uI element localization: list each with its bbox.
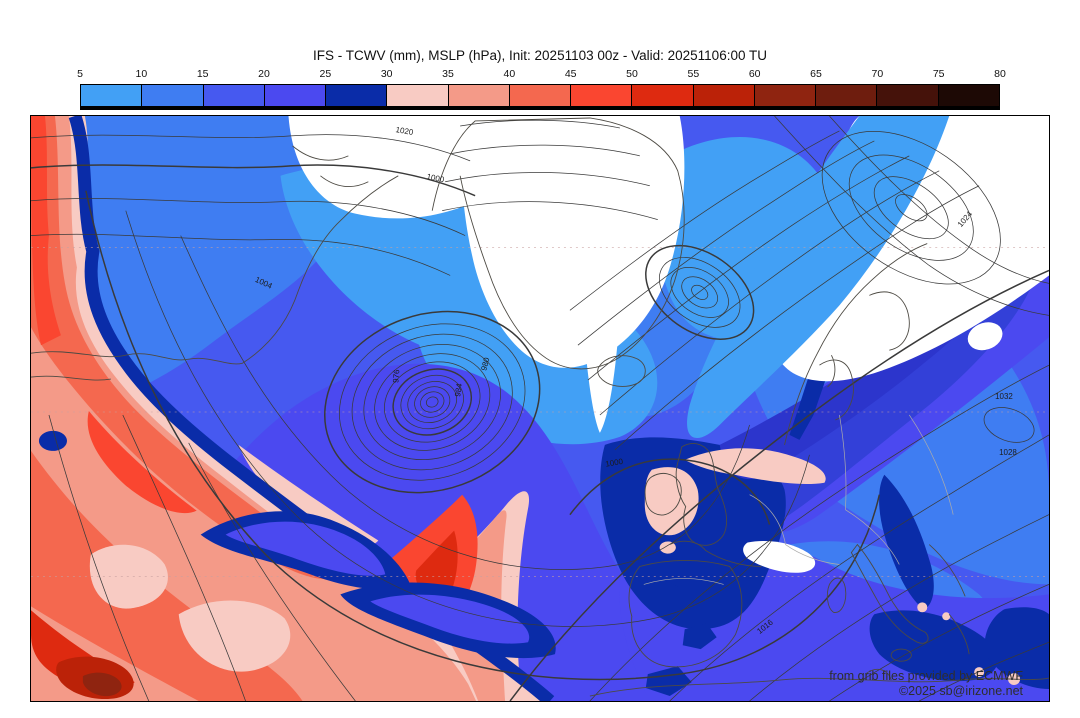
colorbar-segment-65-70 <box>815 85 877 106</box>
colorbar-segment-60-65 <box>753 85 816 106</box>
colorbar-tick-10: 10 <box>135 68 148 80</box>
colorbar-tick-70: 70 <box>871 68 884 80</box>
colorbar-segment-45-50 <box>570 85 632 106</box>
colorbar-tick-45: 45 <box>564 68 577 80</box>
pink-moist-spots <box>644 448 1021 686</box>
country-borders <box>643 414 954 585</box>
colorbar-segment-70-75 <box>876 85 938 106</box>
weather-map-frame: 1020 1000 976 980 984 1000 1004 1016 102… <box>30 115 1050 702</box>
colorbar-tick-75: 75 <box>932 68 945 80</box>
colorbar-tick-50: 50 <box>626 68 638 80</box>
latitude-gridlines <box>31 247 1049 577</box>
svg-text:976: 976 <box>391 369 401 384</box>
colorbar-segments <box>80 84 1000 110</box>
colorbar-segment-10-15 <box>141 85 203 106</box>
page-title: IFS - TCWV (mm), MSLP (hPa), Init: 20251… <box>313 48 767 63</box>
colorbar-tick-15: 15 <box>196 68 209 80</box>
colorbar-segment-5-10 <box>81 85 142 106</box>
coastlines <box>31 117 1049 697</box>
colorbar-tick-40: 40 <box>503 68 516 80</box>
attribution-copyright: ©2025 sb@irizone.net <box>898 684 1023 698</box>
colorbar-tick-60: 60 <box>748 68 761 80</box>
colorbar-ticks: 5 10 15 20 25 30 35 40 45 50 55 60 65 70 75 80 <box>77 68 1006 84</box>
colorbar-tick-35: 35 <box>442 68 454 80</box>
colorbar-tick-25: 25 <box>319 68 332 80</box>
svg-text:1032: 1032 <box>995 392 1013 401</box>
svg-text:1028: 1028 <box>999 448 1017 457</box>
colorbar-segment-20-25 <box>263 85 326 106</box>
colorbar-segment-50-55 <box>631 85 693 106</box>
colorbar-segment-35-40 <box>447 85 509 106</box>
svg-text:1000: 1000 <box>426 172 446 185</box>
svg-text:980: 980 <box>479 356 491 372</box>
svg-text:1000: 1000 <box>605 457 625 469</box>
colorbar-segment-15-20 <box>202 85 264 106</box>
colorbar-segment-30-35 <box>386 85 448 106</box>
svg-text:984: 984 <box>453 382 464 397</box>
colorbar-segment-75-80 <box>937 85 999 106</box>
colorbar-tick-55: 55 <box>687 68 700 80</box>
colorbar-tick-20: 20 <box>258 68 270 80</box>
colorbar-tick-30: 30 <box>380 68 393 80</box>
weather-map: 1020 1000 976 980 984 1000 1004 1016 102… <box>31 116 1049 701</box>
colorbar: 5 10 15 20 25 30 35 40 45 50 55 60 65 70 75 80 <box>77 68 1006 110</box>
colorbar-segment-55-60 <box>692 85 754 106</box>
colorbar-tick-5: 5 <box>77 68 83 80</box>
attribution-source: from grib files provided by ECMWF <box>829 669 1023 683</box>
map-attribution: from grib files provided by ECMWF ©2025 … <box>829 669 1023 699</box>
colorbar-tick-65: 65 <box>810 68 822 80</box>
mslp-contours <box>31 116 1049 701</box>
colorbar-segment-40-45 <box>508 85 571 106</box>
colorbar-tick-80: 80 <box>994 68 1006 80</box>
svg-text:1020: 1020 <box>395 125 415 137</box>
tcwv-fill-regions <box>31 116 1049 701</box>
colorbar-segment-25-30 <box>325 85 387 106</box>
